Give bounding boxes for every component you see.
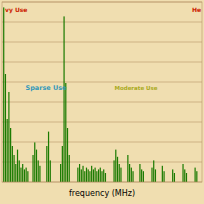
bar: [38, 160, 39, 182]
bar: [151, 168, 152, 182]
bar: [63, 16, 64, 182]
bar: [19, 160, 20, 182]
bar: [100, 168, 101, 182]
bar: [22, 164, 23, 182]
bar: [196, 171, 197, 182]
bar: [10, 128, 11, 182]
bar: [186, 173, 187, 182]
bars: [3, 7, 197, 182]
bar: [13, 155, 14, 182]
bar: [184, 169, 185, 182]
bar: [98, 169, 99, 182]
bar: [132, 171, 133, 182]
annotation: Sparse Use: [25, 84, 67, 92]
bar: [17, 150, 18, 182]
bar: [82, 166, 83, 182]
bar: [39, 166, 40, 182]
bar: [127, 155, 128, 182]
plot-frame: [2, 2, 202, 182]
bar: [129, 164, 130, 182]
bar: [101, 171, 102, 182]
bar: [153, 160, 154, 182]
bar: [15, 164, 16, 182]
bar: [12, 146, 13, 182]
grid: [2, 2, 202, 182]
bar: [96, 171, 97, 182]
bar: [131, 168, 132, 182]
bar: [120, 168, 121, 182]
bar: [79, 164, 80, 182]
bar: [50, 160, 51, 182]
bar: [46, 146, 47, 182]
bar: [195, 168, 196, 182]
bar: [172, 169, 173, 182]
bar: [24, 169, 25, 182]
bar: [81, 169, 82, 182]
bar: [91, 166, 92, 182]
bar: [7, 119, 8, 182]
bar: [174, 173, 175, 182]
bar: [93, 169, 94, 182]
grid-line: [2, 62, 202, 63]
bar: [84, 171, 85, 182]
x-axis-label: frequency (MHz): [69, 189, 135, 198]
bar: [141, 169, 142, 182]
bar: [62, 146, 63, 182]
bar: [34, 142, 35, 182]
chart: vy Use He Sparse Use Moderate Use frequency …: [0, 0, 204, 204]
bar: [60, 164, 61, 182]
bar: [89, 171, 90, 182]
bar: [117, 157, 118, 182]
bar: [162, 166, 163, 182]
bar: [32, 155, 33, 182]
bar: [103, 169, 104, 182]
grid-line: [2, 22, 202, 23]
bar: [182, 164, 183, 182]
bar: [88, 169, 89, 182]
bar: [95, 168, 96, 182]
bar: [113, 160, 114, 182]
grid-line: [2, 102, 202, 103]
bar: [5, 74, 6, 182]
annotation: Moderate Use: [114, 85, 157, 91]
annotation: He: [192, 6, 201, 13]
bar: [3, 7, 4, 182]
bar: [155, 169, 156, 182]
bar: [115, 150, 116, 182]
bar: [69, 155, 70, 182]
bar: [105, 173, 106, 182]
bar: [65, 83, 66, 182]
grid-line: [2, 122, 202, 123]
bar: [143, 171, 144, 182]
grid-line: [2, 162, 202, 163]
bar: [139, 164, 140, 182]
bar: [8, 92, 9, 182]
bar: [77, 168, 78, 182]
grid-line: [2, 82, 202, 83]
bar: [119, 164, 120, 182]
grid-line: [2, 142, 202, 143]
grid-line: [2, 42, 202, 43]
bar: [163, 171, 164, 182]
bar: [20, 168, 21, 182]
bar: [48, 132, 49, 182]
bar: [67, 128, 68, 182]
bar: [27, 171, 28, 182]
bar: [26, 168, 27, 182]
bar: [36, 150, 37, 182]
bar: [86, 168, 87, 182]
annotation: vy Use: [5, 6, 27, 14]
